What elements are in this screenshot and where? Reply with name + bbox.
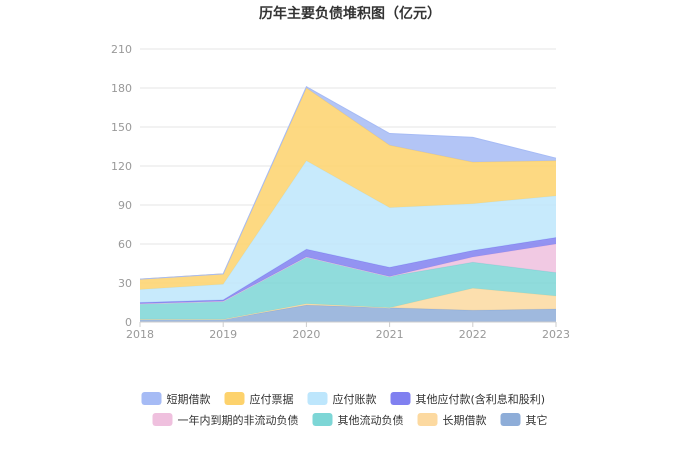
legend-swatch	[224, 392, 245, 405]
x-tick-label: 2018	[126, 328, 154, 341]
legend-label: 其他流动负债	[338, 413, 404, 427]
legend-swatch	[390, 392, 411, 405]
axes: 0 30 60 90 120 150 180 210 2018 2019 2020 2021 2022 2…	[111, 43, 570, 341]
legend: 短期借款 应付票据 应付账款 其他应付款(含利息和股利) 一年内到期的非流动负债 其他流动…	[141, 392, 548, 427]
chart-title: 历年主要负债堆积图（亿元）	[259, 5, 441, 22]
legend-item: 其他应付款(含利息和股利)	[390, 392, 546, 406]
legend-label: 应付账款	[333, 392, 377, 406]
y-tick-label: 180	[111, 82, 132, 95]
y-tick-label: 0	[125, 316, 132, 329]
legend-label: 其他应付款(含利息和股利)	[416, 392, 546, 406]
y-tick-label: 30	[118, 277, 132, 290]
legend-item: 短期借款	[141, 392, 211, 406]
legend-label: 一年内到期的非流动负债	[178, 413, 299, 427]
area-series	[140, 305, 556, 322]
legend-swatch	[417, 413, 438, 426]
area-series	[140, 88, 556, 290]
x-tick-label: 2019	[209, 328, 237, 341]
y-tick-label: 120	[111, 160, 132, 173]
legend-swatch	[141, 392, 162, 405]
x-tick-label: 2020	[292, 328, 320, 341]
x-tick-label: 2022	[459, 328, 487, 341]
legend-label: 长期借款	[443, 413, 487, 427]
legend-swatch	[307, 392, 328, 405]
area-series-layer	[139, 85, 557, 322]
legend-item: 应付账款	[307, 392, 377, 406]
area-series	[140, 160, 556, 303]
legend-item: 应付票据	[224, 392, 294, 406]
legend-label: 短期借款	[167, 392, 211, 406]
y-tick-label: 150	[111, 121, 132, 134]
legend-swatch	[152, 413, 173, 426]
area-series	[140, 288, 556, 320]
legend-label: 其它	[526, 413, 548, 427]
legend-swatch	[500, 413, 521, 426]
series-line	[139, 85, 557, 280]
area-series	[140, 257, 556, 320]
y-tick-label: 210	[111, 43, 132, 56]
y-tick-label: 90	[118, 199, 132, 212]
legend-label: 应付票据	[250, 392, 294, 406]
legend-item: 其他流动负债	[312, 413, 404, 427]
x-tick-label: 2023	[542, 328, 570, 341]
legend-item: 长期借款	[417, 413, 487, 427]
x-tick-label: 2021	[376, 328, 404, 341]
y-tick-label: 60	[118, 238, 132, 251]
legend-item: 其它	[500, 413, 548, 427]
legend-item: 一年内到期的非流动负债	[152, 413, 299, 427]
legend-swatch	[312, 413, 333, 426]
